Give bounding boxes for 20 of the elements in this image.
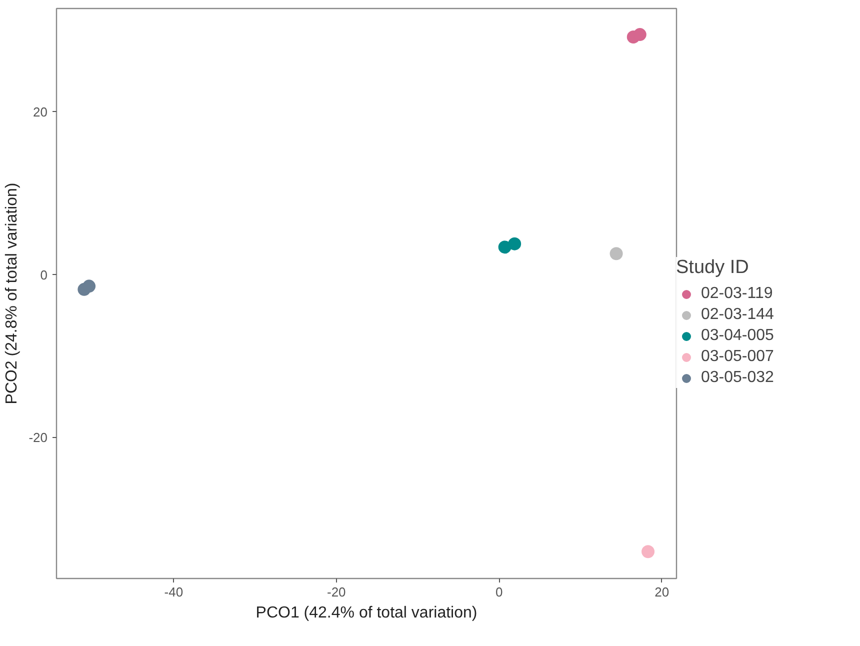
- point: [82, 280, 96, 293]
- point: [610, 247, 623, 260]
- y-axis-title: PCO2 (24.8% of total variation): [4, 182, 21, 404]
- x-tick-label: -40: [164, 584, 184, 600]
- x-tick-label: -20: [327, 584, 346, 600]
- legend-label: 02-03-144: [701, 306, 774, 324]
- legend-title: Study ID: [676, 257, 750, 279]
- y-tick-label: -20: [28, 430, 48, 446]
- legend-label: 02-03-119: [701, 285, 773, 303]
- point: [508, 237, 522, 250]
- legend-label: 03-04-005: [701, 327, 774, 345]
- x-tick-label: 20: [654, 584, 670, 600]
- point: [642, 545, 655, 558]
- x-axis-title: PCO1 (42.4% of total variation): [256, 604, 478, 622]
- y-tick-label: 0: [40, 267, 48, 282]
- legend-label: 03-05-007: [701, 348, 774, 366]
- legend-label: 03-05-032: [701, 369, 774, 387]
- x-tick-label: 0: [496, 584, 503, 600]
- y-tick-label: 20: [33, 104, 48, 120]
- point: [633, 28, 646, 42]
